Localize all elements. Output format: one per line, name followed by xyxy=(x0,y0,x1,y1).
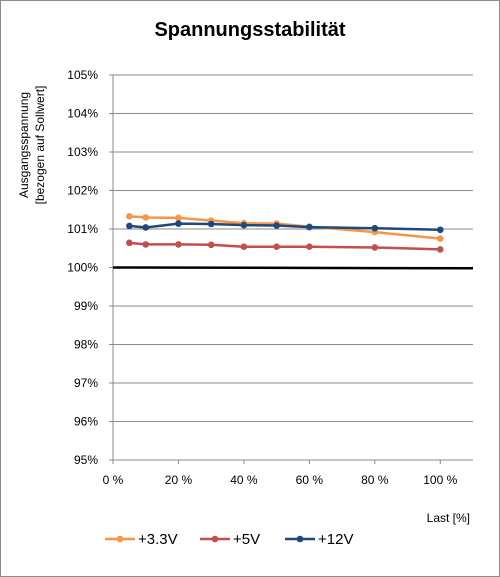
data-point-5v xyxy=(142,241,150,248)
y-tick-label: 99% xyxy=(74,299,98,313)
x-tick-label: 60 % xyxy=(296,473,324,487)
x-axis-label: Last [%] xyxy=(427,511,470,525)
data-point-12v xyxy=(142,224,150,231)
x-tick-label: 40 % xyxy=(230,473,258,487)
data-point-5v xyxy=(436,246,444,253)
y-tick-label: 100% xyxy=(67,261,98,275)
data-point-12v xyxy=(436,226,444,234)
legend-label-33v: +3.3V xyxy=(138,531,178,548)
data-point-5v xyxy=(371,244,379,251)
y-axis-label-line-1: Ausgangsspannung xyxy=(17,92,31,198)
y-tick-label: 96% xyxy=(74,415,98,429)
data-point-5v xyxy=(306,243,313,251)
data-point-5v xyxy=(273,243,280,251)
axes: 95% 96% 97% 98% 99% 100% 101% 102% 103% 104% 105% 0… xyxy=(67,68,473,487)
series-lines xyxy=(112,212,474,270)
data-point-5v xyxy=(207,241,215,249)
y-tick-label: 102% xyxy=(67,184,98,198)
data-point-5v xyxy=(175,241,182,248)
data-point-33v xyxy=(436,235,444,242)
data-point-5v xyxy=(126,239,133,247)
y-axis-label-line-2: [bezogen auf Sollwert] xyxy=(33,86,47,205)
data-point-12v xyxy=(240,221,248,229)
chart-title: Spannungsstabilität xyxy=(154,19,345,41)
x-tick-label: 80 % xyxy=(361,473,389,487)
y-tick-label: 105% xyxy=(67,68,98,82)
x-tick-label: 0 % xyxy=(103,473,124,487)
legend: +3.3V +5V +12V xyxy=(105,531,353,548)
data-point-33v xyxy=(175,214,182,222)
data-point-12v xyxy=(175,220,182,227)
data-point-33v xyxy=(126,212,133,220)
y-tick-label: 98% xyxy=(74,338,98,352)
data-point-12v xyxy=(371,224,379,232)
data-point-12v xyxy=(306,223,313,231)
legend-marker-12v xyxy=(296,535,304,543)
y-tick-label: 103% xyxy=(67,145,98,159)
x-tick-label: 20 % xyxy=(165,473,193,487)
data-point-12v xyxy=(126,222,133,230)
y-tick-label: 104% xyxy=(67,107,98,121)
y-tick-label: 101% xyxy=(67,222,98,236)
data-point-12v xyxy=(207,220,215,228)
data-point-33v xyxy=(142,214,150,221)
reference-line-100 xyxy=(112,266,474,270)
y-tick-label: 95% xyxy=(74,453,98,467)
data-point-5v xyxy=(240,243,248,251)
x-tick-label: 100 % xyxy=(423,473,457,487)
legend-marker-5v xyxy=(211,535,219,543)
y-tick-label: 97% xyxy=(74,376,98,390)
data-point-12v xyxy=(273,222,280,229)
legend-marker-33v xyxy=(116,535,124,543)
legend-label-5v: +5V xyxy=(233,531,260,548)
legend-label-12v: +12V xyxy=(318,531,353,548)
